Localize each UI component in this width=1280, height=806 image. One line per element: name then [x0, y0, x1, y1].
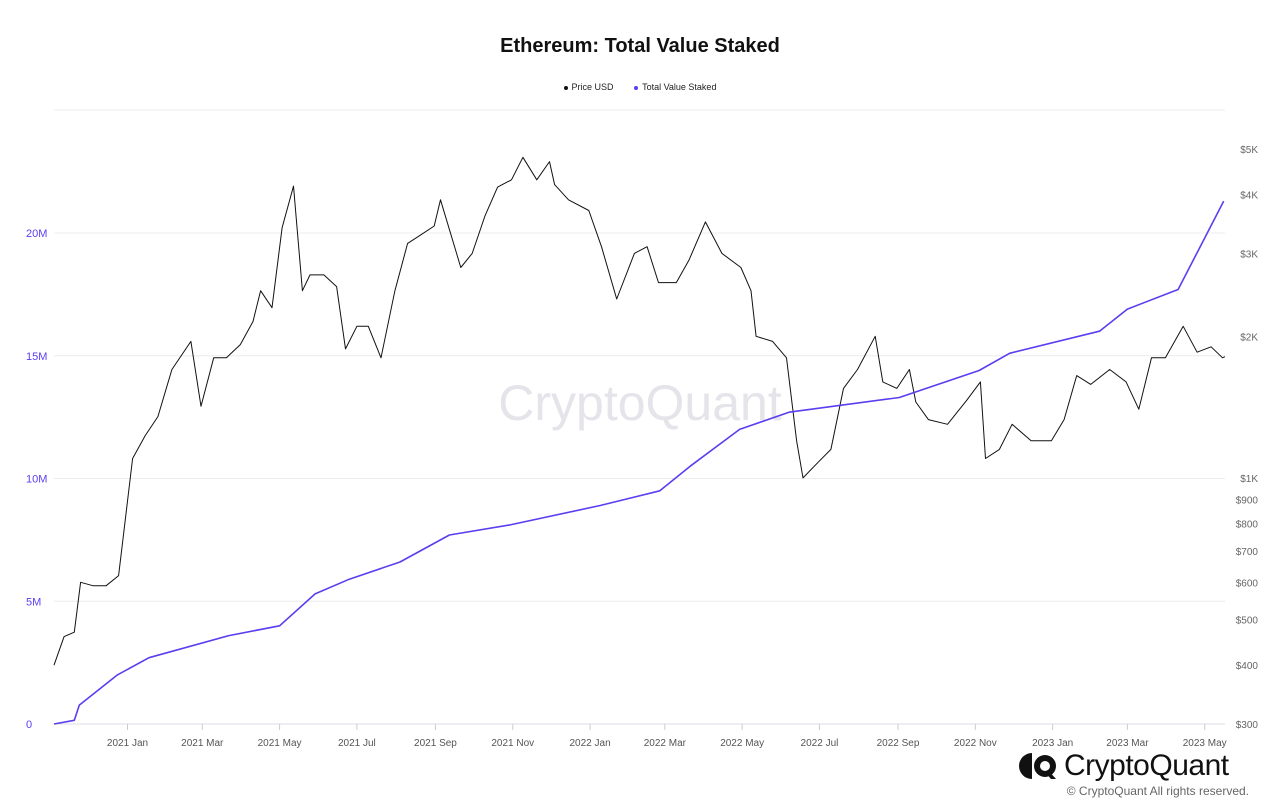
cryptoquant-logo: CryptoQuant: [1018, 751, 1229, 781]
legend-item-staked[interactable]: Total Value Staked: [634, 82, 716, 92]
y-left-tick-label: 20M: [26, 228, 47, 240]
y-left-tick-label: 5M: [26, 596, 41, 608]
y-right-tick-label: $5K: [1240, 145, 1258, 156]
x-tick-label: 2023 May: [1183, 738, 1227, 749]
x-tick-label: 2023 Mar: [1106, 738, 1149, 749]
y-right-tick-label: $800: [1236, 520, 1259, 531]
legend-label: Total Value Staked: [642, 82, 717, 92]
x-tick-label: 2021 Nov: [491, 738, 534, 749]
cryptoquant-logo-icon: [1019, 753, 1056, 779]
legend: Price USD Total Value Staked: [0, 82, 1280, 92]
x-tick-label: 2021 Jul: [338, 738, 376, 749]
price-usd-line: [53, 156, 1226, 666]
legend-label: Price USD: [571, 82, 614, 92]
x-tick-label: 2022 Jul: [801, 738, 839, 749]
x-tick-label: 2023 Jan: [1032, 738, 1073, 749]
y-right-tick-label: $300: [1236, 720, 1259, 731]
y-right-tick-label: $4K: [1240, 191, 1258, 202]
watermark: CryptoQuant: [498, 375, 782, 431]
y-right-tick-label: $700: [1236, 547, 1259, 558]
copyright: © CryptoQuant All rights reserved.: [1066, 784, 1249, 798]
x-tick-label: 2021 Jan: [107, 738, 148, 749]
chart-title: Ethereum: Total Value Staked: [500, 35, 780, 57]
x-tick-label: 2022 Sep: [877, 738, 920, 749]
y-left-tick-label: 10M: [26, 474, 47, 486]
y-left-tick-label: 15M: [26, 351, 47, 363]
legend-dot-icon: [563, 85, 568, 90]
x-tick-label: 2021 Sep: [414, 738, 457, 749]
x-tick-label: 2022 Nov: [954, 738, 997, 749]
x-tick-label: 2022 Mar: [644, 738, 687, 749]
x-tick-label: 2021 May: [258, 738, 302, 749]
x-tick-label: 2022 Jan: [569, 738, 610, 749]
y-right-tick-label: $2K: [1240, 332, 1258, 343]
x-tick-label: 2021 Mar: [181, 738, 224, 749]
y-right-tick-label: $400: [1236, 661, 1259, 672]
logo-text: CryptoQuant: [1064, 749, 1229, 782]
x-tick-label: 2022 May: [720, 738, 764, 749]
legend-item-price[interactable]: Price USD: [563, 82, 614, 92]
total-value-staked-line: [53, 200, 1225, 725]
y-right-tick-label: $900: [1236, 495, 1259, 506]
y-right-tick-label: $3K: [1240, 249, 1258, 260]
y-right-tick-label: $1K: [1240, 474, 1258, 485]
y-right-tick-label: $500: [1236, 616, 1259, 627]
legend-dot-icon: [634, 85, 639, 90]
y-left-tick-label: 0: [26, 719, 32, 731]
y-right-tick-label: $600: [1236, 578, 1259, 589]
